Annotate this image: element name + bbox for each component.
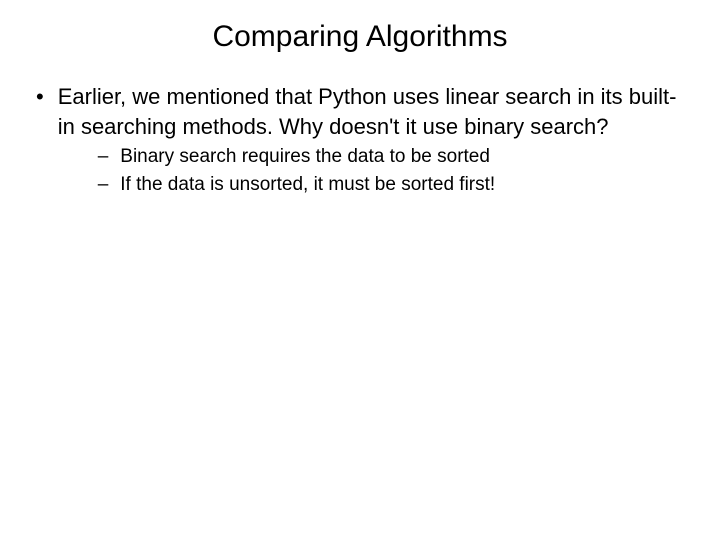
bullet-item: • Earlier, we mentioned that Python uses… bbox=[36, 82, 684, 200]
sub-bullet-text: Binary search requires the data to be so… bbox=[120, 144, 490, 170]
sub-bullet-marker-icon: – bbox=[98, 172, 109, 198]
sub-bullet-marker-icon: – bbox=[98, 144, 109, 170]
bullet-content: Earlier, we mentioned that Python uses l… bbox=[58, 82, 684, 200]
bullet-text: Earlier, we mentioned that Python uses l… bbox=[58, 84, 677, 139]
sub-bullet-text: If the data is unsorted, it must be sort… bbox=[120, 172, 495, 198]
bullet-marker-icon: • bbox=[36, 82, 44, 112]
slide-container: Comparing Algorithms • Earlier, we menti… bbox=[0, 0, 720, 540]
sub-bullet-item: – Binary search requires the data to be … bbox=[98, 144, 684, 170]
slide-title: Comparing Algorithms bbox=[36, 20, 684, 54]
sub-bullet-item: – If the data is unsorted, it must be so… bbox=[98, 172, 684, 198]
sub-bullet-list: – Binary search requires the data to be … bbox=[58, 144, 684, 198]
bullet-list: • Earlier, we mentioned that Python uses… bbox=[36, 82, 684, 200]
